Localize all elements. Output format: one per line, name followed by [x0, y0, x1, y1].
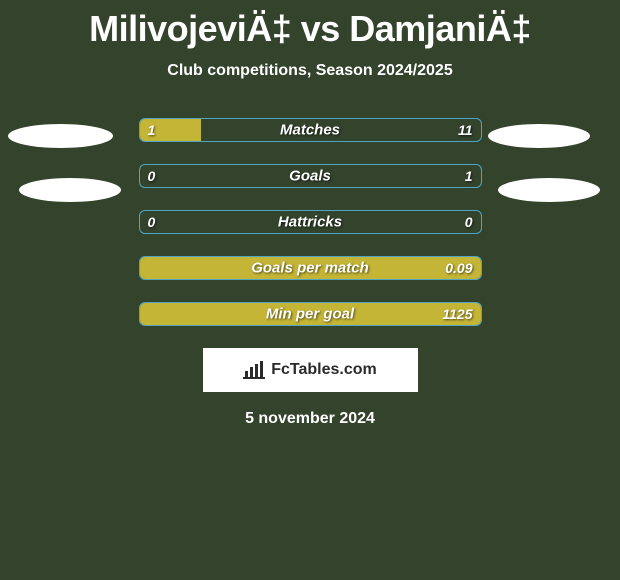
bar-hattricks: 0 Hattricks 0 — [139, 210, 482, 234]
bar-right-value: 1 — [465, 168, 473, 184]
brand-link[interactable]: FcTables.com — [203, 348, 418, 392]
bar-right-value: 11 — [458, 122, 473, 138]
bar-label: Goals per match — [251, 260, 369, 277]
bar-right-value: 1125 — [442, 306, 472, 322]
team-logo-left-1 — [8, 124, 113, 148]
bar-left-value: 1 — [148, 122, 156, 138]
team-logo-left-2 — [19, 178, 121, 202]
bar-label: Hattricks — [278, 214, 342, 231]
bar-min-per-goal: Min per goal 1125 — [139, 302, 482, 326]
bar-label: Matches — [280, 122, 340, 139]
date-label: 5 november 2024 — [0, 410, 620, 428]
bar-left-value: 0 — [148, 168, 156, 184]
page-title: MilivojeviÄ‡ vs DamjaniÄ‡ — [0, 0, 620, 50]
brand-text: FcTables.com — [271, 361, 377, 379]
bar-label: Min per goal — [266, 306, 354, 323]
bar-left-value: 0 — [148, 214, 156, 230]
bar-right-value: 0.09 — [445, 260, 472, 276]
bar-chart-icon — [243, 361, 265, 379]
comparison-bars: 1 Matches 11 0 Goals 1 0 Hattricks 0 Goa… — [139, 118, 482, 326]
bar-goals: 0 Goals 1 — [139, 164, 482, 188]
team-logo-right-2 — [498, 178, 600, 202]
bar-matches: 1 Matches 11 — [139, 118, 482, 142]
bar-right-segment — [201, 119, 481, 141]
bar-goals-per-match: Goals per match 0.09 — [139, 256, 482, 280]
page-subtitle: Club competitions, Season 2024/2025 — [0, 62, 620, 80]
bar-label: Goals — [289, 168, 331, 185]
bar-right-value: 0 — [465, 214, 473, 230]
team-logo-right-1 — [488, 124, 590, 148]
